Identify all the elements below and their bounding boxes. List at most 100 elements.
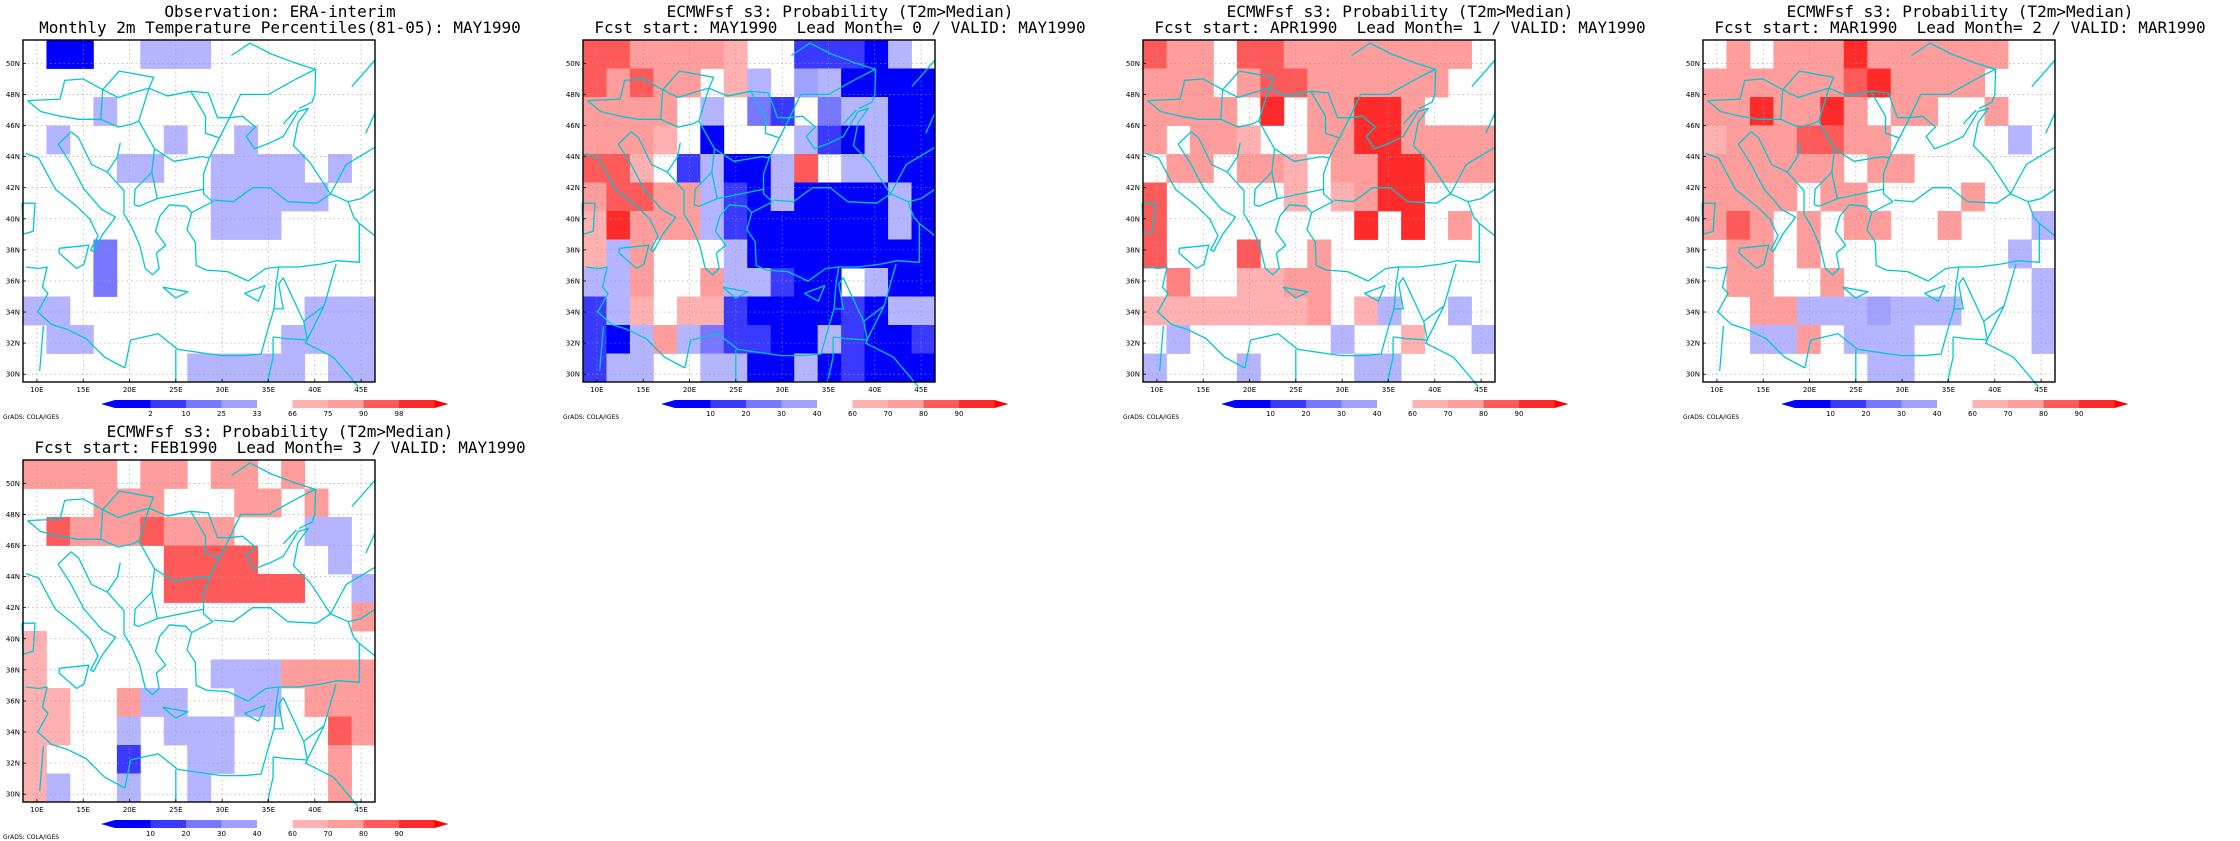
lon-label: 20E: [123, 386, 136, 394]
colorbar-tick-label: 10: [706, 410, 715, 418]
map-svg: 30N 32N 34N 36N 38N 40N 42N 44N 46N 48N 50N 10E 15E 2…: [6, 39, 449, 418]
coastline: [124, 212, 280, 369]
grid-cell: [653, 325, 678, 354]
grid-cell: [187, 353, 212, 383]
colorbar-swatch: [1306, 400, 1342, 408]
colorbar-swatch: [1412, 400, 1449, 408]
grid-cell: [1330, 125, 1355, 155]
lon-label: 35E: [822, 386, 835, 394]
coastline: [1258, 120, 1330, 162]
lon-label: 35E: [1382, 386, 1395, 394]
lat-label: 30N: [6, 791, 20, 799]
grid-cell: [1749, 97, 1774, 126]
coastline: [229, 488, 316, 538]
grid-cell: [2008, 239, 2032, 269]
coastline: [1282, 286, 1309, 299]
grid-cell: [1796, 154, 1821, 183]
colorbar-swatch: [328, 820, 364, 828]
grid-cell: [210, 517, 235, 546]
coastlines: [581, 42, 936, 388]
grid-cell: [583, 296, 607, 326]
colorbar-swatch: [1830, 400, 1867, 408]
colorbar-swatch: [1235, 400, 1271, 408]
coastline: [1159, 325, 1165, 372]
lat-label: 34N: [1686, 309, 1700, 317]
grid-cell: [1796, 40, 1821, 69]
grid-cell: [629, 154, 654, 183]
map-frame: [582, 39, 936, 383]
colorbar-swatch: [2008, 400, 2044, 408]
coastline: [1828, 87, 1900, 139]
grid-cell: [23, 745, 47, 774]
grid-cell: [606, 40, 631, 69]
grid-cell: [911, 353, 936, 383]
coastline: [1847, 90, 1910, 119]
colorbar-swatch: [186, 400, 222, 408]
panel-forecast-lead3: 30N 32N 34N 36N 38N 40N 42N 44N 46N 48N 50N 10E 15E 2…: [0, 420, 560, 841]
grid-cell: [841, 40, 865, 69]
colorbar-swatch: [888, 400, 924, 408]
colorbar-tick-label: 60: [848, 410, 857, 418]
coastline: [1386, 336, 1394, 383]
coastline: [1145, 131, 1237, 253]
grid-cell: [351, 325, 376, 354]
colorbar-swatch: [817, 400, 853, 408]
grid-cell: [234, 460, 259, 489]
lon-label: 20E: [1243, 386, 1256, 394]
coastline: [37, 266, 126, 369]
lat-label: 48N: [6, 511, 20, 519]
grid-cell: [351, 574, 376, 603]
colorbar-swatch: [221, 820, 258, 828]
map-frame: [1142, 39, 1496, 383]
colorbar-tick-label: 30: [217, 830, 226, 838]
grid-cell: [187, 545, 212, 575]
grid-cell: [234, 182, 259, 212]
grid-cell: [1471, 125, 1496, 155]
grid-cell: [1283, 68, 1308, 98]
grid-cell: [1726, 97, 1751, 126]
grid-cell: [606, 125, 631, 155]
grid-cell: [629, 68, 654, 98]
grid-cell: [1914, 68, 1939, 98]
coastline: [304, 725, 359, 808]
colorbar-tick-label: 70: [884, 410, 893, 418]
grid-cell: [1984, 40, 2009, 69]
colorbar-arrow-left: [101, 400, 115, 408]
grid-cell: [1961, 40, 1985, 69]
grid-cell: [187, 40, 212, 69]
colorbar-tick-label: 40: [813, 410, 822, 418]
coastline: [106, 562, 121, 593]
coastline: [25, 551, 117, 673]
coastline: [925, 112, 936, 134]
colorbar-swatch: [746, 400, 782, 408]
grid-cell: [351, 296, 376, 326]
grid-cell: [583, 239, 607, 269]
grid-cell: [116, 745, 141, 774]
grid-cell: [1448, 296, 1472, 326]
grid-cell: [46, 325, 71, 354]
coastline: [587, 78, 664, 120]
coastline: [102, 70, 155, 99]
colorbar-swatch: [2043, 400, 2080, 408]
grid-cell: [629, 296, 654, 326]
grid-cell: [888, 182, 912, 212]
lat-label: 34N: [1126, 309, 1140, 317]
coastline: [1351, 42, 1437, 109]
coastline: [151, 568, 204, 620]
grid-cell: [1377, 353, 1402, 383]
coastline: [351, 479, 376, 508]
coastline: [358, 222, 376, 237]
colorbar-legend: 10 20 30 40 60 70 80 90: [1221, 400, 1569, 418]
lat-label: 32N: [1126, 340, 1140, 348]
panel-title-line1: ECMWFsf s3: Probability (T2m>Median): [1226, 2, 1574, 21]
grid-cell: [629, 268, 654, 297]
colorbar-tick-label: 40: [253, 830, 262, 838]
grid-cell: [1937, 40, 1962, 69]
coastline: [37, 686, 126, 789]
grid-cell: [257, 211, 282, 240]
lat-label: 38N: [6, 666, 20, 674]
coastlines: [21, 42, 376, 388]
grid-cell: [817, 296, 842, 326]
grid-cell: [328, 545, 352, 575]
lat-label: 30N: [566, 371, 580, 379]
